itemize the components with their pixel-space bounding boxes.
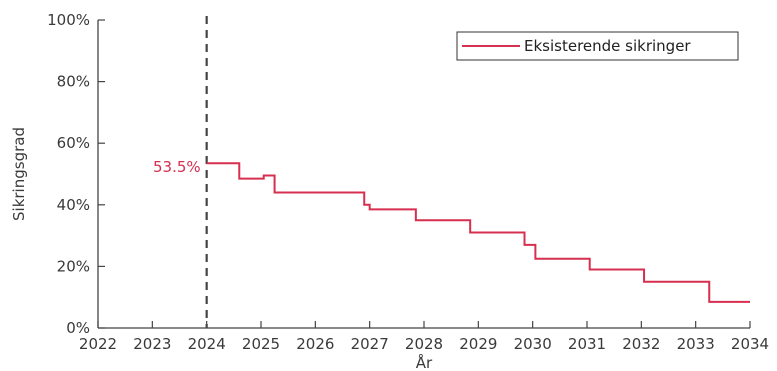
x-tick-label: 2028 — [405, 335, 443, 353]
x-axis-ticks: 2022 2023 2024 2025 2026 2027 2028 2029 2030 2031… — [79, 321, 769, 353]
legend-label: Eksisterende sikringer — [524, 37, 691, 55]
x-tick-label: 2022 — [79, 335, 117, 353]
legend: Eksisterende sikringer — [456, 31, 739, 61]
y-tick-label: 40% — [57, 196, 90, 214]
x-tick-label: 2031 — [568, 335, 606, 353]
x-tick-label: 2032 — [622, 335, 660, 353]
x-tick-label: 2026 — [296, 335, 334, 353]
y-axis-label: Sikringsgrad — [10, 127, 28, 221]
y-tick-label: 20% — [57, 257, 90, 275]
x-tick-label: 2024 — [188, 335, 226, 353]
y-tick-label: 60% — [57, 134, 90, 152]
x-tick-label: 2034 — [731, 335, 769, 353]
y-tick-label: 0% — [66, 319, 90, 337]
y-tick-label: 80% — [57, 73, 90, 91]
x-tick-label: 2023 — [133, 335, 171, 353]
y-axis-ticks: 0% 20% 40% 60% 80% 100% — [47, 11, 105, 337]
x-tick-label: 2033 — [677, 335, 715, 353]
x-tick-label: 2029 — [459, 335, 497, 353]
x-tick-label: 2025 — [242, 335, 280, 353]
x-axis-label: År — [416, 353, 433, 371]
series-line — [206, 162, 750, 303]
x-tick-label: 2030 — [514, 335, 552, 353]
x-tick-label: 2027 — [351, 335, 389, 353]
annotation-label: 53.5% — [153, 158, 201, 176]
y-tick-label: 100% — [47, 11, 90, 29]
